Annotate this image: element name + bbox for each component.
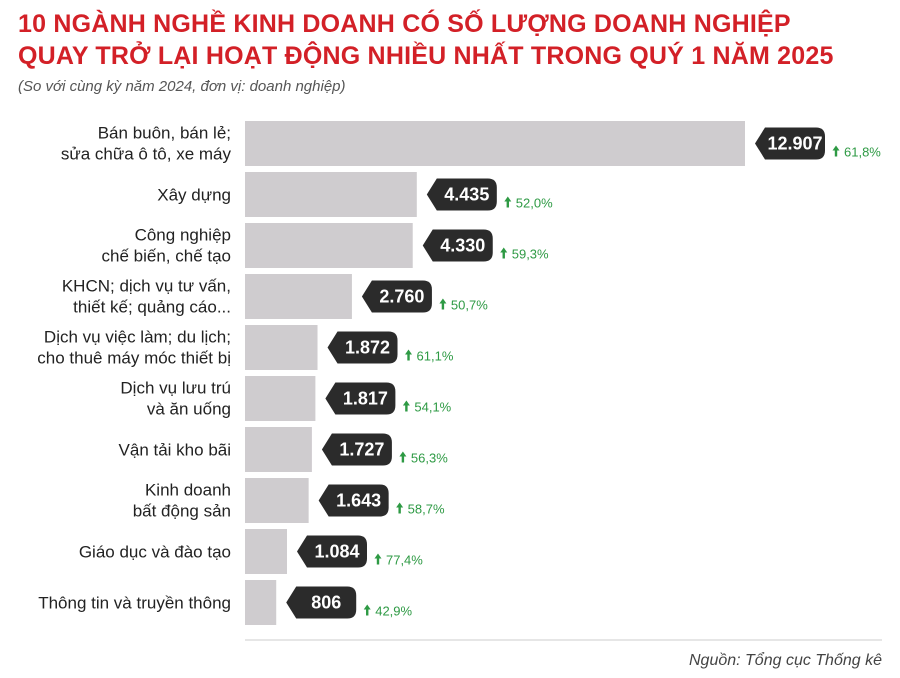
growth-label: 77,4% [386,553,423,568]
bar-row: Giáo dục và đào tạo 1.084 77,4% [79,529,423,574]
category-label-line: chế biến, chế tạo [102,247,231,266]
value-label: 1.817 [343,389,388,409]
value-badge [361,280,432,313]
category-label: Thông tin và truyền thông [38,594,231,613]
value-badge [325,382,396,415]
bar [245,274,352,319]
growth-label: 50,7% [451,298,488,313]
arrow-up-icon [363,604,371,616]
bar-row: Vận tải kho bãi 1.727 56,3% [119,427,448,472]
growth-label: 42,9% [375,604,412,619]
chart-title: 10 NGÀNH NGHỀ KINH DOANH CÓ SỐ LƯỢNG DOA… [18,8,888,72]
bar-row: Kinh doanh bất động sản 1.643 58,7% [133,478,445,523]
category-label-line: thiết kế; quảng cáo... [73,298,231,317]
arrow-up-icon [504,196,512,208]
category-label: Vận tải kho bãi [119,441,231,460]
arrow-up-icon [399,451,407,463]
category-label-line: Dịch vụ việc làm; du lịch; [44,328,231,347]
bar [245,478,309,523]
chart-subtitle: (So với cùng kỳ năm 2024, đơn vị: doanh … [18,78,346,95]
bar [245,121,745,166]
bar-row: KHCN; dịch vụ tư vấn, thiết kế; quảng cáo… [62,274,488,319]
value-label: 806 [311,593,341,613]
value-label: 2.760 [379,287,424,307]
category-label: Kinh doanh bất động sản [133,481,231,521]
value-badge [426,178,497,211]
bar [245,172,417,217]
growth-label: 59,3% [512,247,549,262]
category-label-line: Thông tin và truyền thông [38,594,231,613]
chart-title-line-2: QUAY TRỞ LẠI HOẠT ĐỘNG NHIỀU NHẤT TRONG … [18,42,834,70]
value-badge [286,586,357,619]
bar-row: Công nghiệp chế biến, chế tạo 4.330 59,3% [102,223,549,268]
value-badge [296,535,367,568]
growth-label: 54,1% [414,400,451,415]
value-badge [321,433,392,466]
arrow-up-icon [374,553,382,565]
value-badge [422,229,493,262]
arrow-up-icon [439,298,447,310]
category-label-line: Dịch vụ lưu trú [120,379,231,398]
value-badge [327,331,398,364]
source-note: Nguồn: Tổng cục Thống kê [688,652,882,669]
bar [245,325,318,370]
category-label: KHCN; dịch vụ tư vấn, thiết kế; quảng cáo… [62,277,231,317]
category-label: Dịch vụ việc làm; du lịch; cho thuê máy m… [37,328,231,368]
value-badge [318,484,389,517]
growth-label: 56,3% [411,451,448,466]
category-label-line: Công nghiệp [135,226,231,245]
bar-row: Xây dựng 4.435 52,0% [157,172,553,217]
bar-row: Dịch vụ việc làm; du lịch; cho thuê máy m… [37,325,454,370]
bar-row: Bán buôn, bán lẻ; sửa chữa ô tô, xe máy 12… [61,121,881,166]
value-label: 1.727 [339,440,384,460]
category-label-line: cho thuê máy móc thiết bị [37,349,231,368]
value-label: 1.084 [314,542,359,562]
arrow-up-icon [396,502,404,514]
bar-row: Thông tin và truyền thông 806 42,9% [38,580,413,625]
category-label-line: KHCN; dịch vụ tư vấn, [62,277,231,296]
value-badge [755,127,825,160]
value-label: 4.435 [444,185,489,205]
category-label: Bán buôn, bán lẻ; sửa chữa ô tô, xe máy [61,124,232,164]
value-label: 1.872 [345,338,390,358]
arrow-up-icon [500,247,508,259]
value-label: 4.330 [440,236,485,256]
growth-label: 58,7% [408,502,445,517]
category-label-line: Bán buôn, bán lẻ; [98,124,231,143]
bar [245,223,413,268]
growth-label: 61,8% [844,145,881,160]
chart-title-line-1: 10 NGÀNH NGHỀ KINH DOANH CÓ SỐ LƯỢNG DOA… [18,10,791,38]
growth-label: 52,0% [516,196,553,211]
bar [245,376,316,421]
growth-label: 61,1% [417,349,454,364]
category-label-line: và ăn uống [147,400,231,419]
category-label-line: Giáo dục và đào tạo [79,543,231,562]
arrow-up-icon [405,349,413,361]
arrow-up-icon [402,400,410,412]
category-label-line: Kinh doanh [145,481,231,500]
category-label-line: Vận tải kho bãi [119,441,231,460]
category-label: Dịch vụ lưu trú và ăn uống [120,379,231,419]
value-label: 1.643 [336,491,381,511]
value-label: 12.907 [767,134,822,154]
category-label: Xây dựng [157,186,231,205]
bar [245,427,312,472]
bar-row: Dịch vụ lưu trú và ăn uống 1.817 54,1% [120,376,452,421]
category-label: Công nghiệp chế biến, chế tạo [102,226,231,266]
category-label-line: Xây dựng [157,186,231,205]
arrow-up-icon [832,145,840,157]
category-label-line: bất động sản [133,502,231,521]
category-label-line: sửa chữa ô tô, xe máy [61,145,232,164]
bar [245,580,277,625]
category-label: Giáo dục và đào tạo [79,543,231,562]
bar [245,529,287,574]
